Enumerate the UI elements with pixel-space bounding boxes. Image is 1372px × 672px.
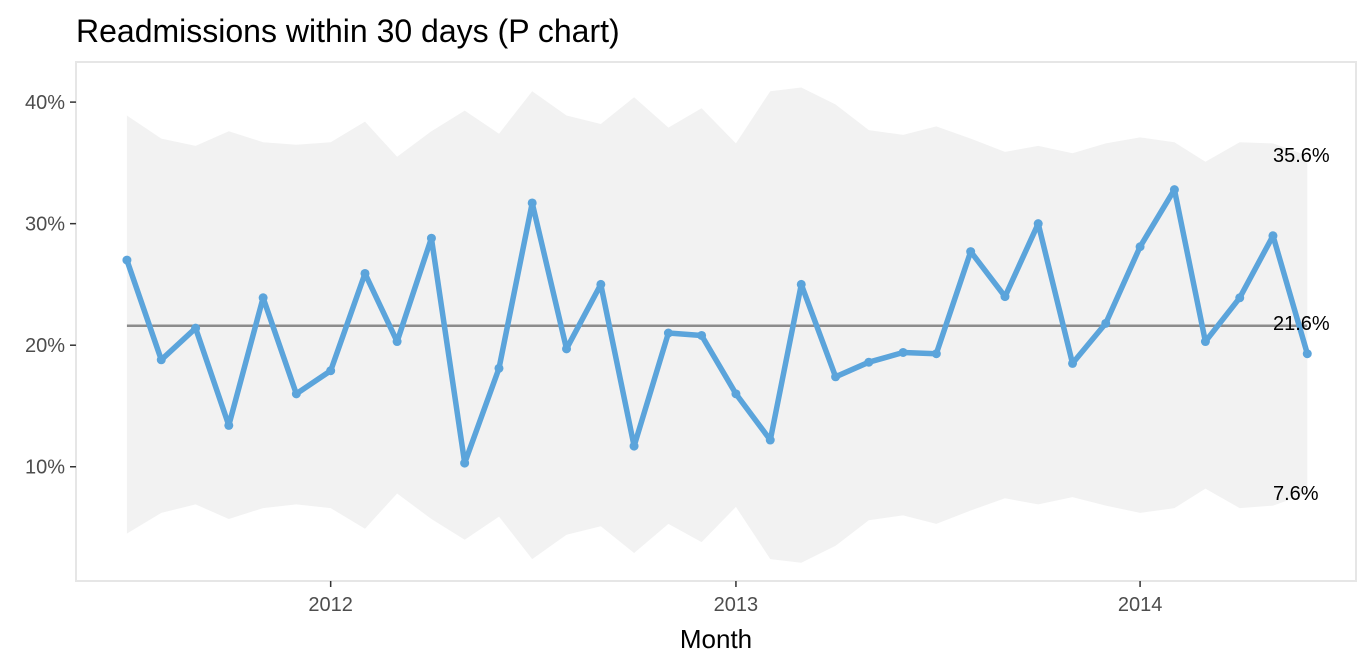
data-point xyxy=(1200,337,1210,347)
y-tick-label: 30% xyxy=(25,214,65,236)
data-point xyxy=(931,349,941,359)
data-point xyxy=(326,366,336,376)
x-tick-label: 2014 xyxy=(1118,594,1163,616)
plot-panel xyxy=(75,61,1357,582)
x-tick-label: 2012 xyxy=(308,594,353,616)
data-point xyxy=(796,279,806,289)
data-point xyxy=(1068,358,1078,368)
y-tick-label: 10% xyxy=(25,457,65,479)
data-point xyxy=(360,268,370,278)
x-tick-label: 2013 xyxy=(714,594,759,616)
data-point xyxy=(1101,318,1111,328)
data-point xyxy=(1268,231,1278,241)
data-point xyxy=(765,435,775,445)
data-point xyxy=(831,372,841,382)
data-point xyxy=(663,328,673,338)
data-point xyxy=(697,330,707,340)
x-axis-title: Month xyxy=(680,624,752,654)
data-point xyxy=(1235,293,1245,303)
data-point xyxy=(864,357,874,367)
data-point xyxy=(426,233,436,243)
data-point xyxy=(191,323,201,333)
data-point xyxy=(1033,219,1043,229)
data-point xyxy=(1000,292,1010,302)
ucl-label: 35.6% xyxy=(1273,145,1330,167)
data-point xyxy=(156,355,166,365)
data-point xyxy=(392,337,402,347)
data-point xyxy=(258,293,268,303)
y-tick-label: 20% xyxy=(25,335,65,357)
data-point xyxy=(629,441,639,451)
data-point xyxy=(966,247,976,257)
axes: 10% 20% 30% 40% 2012 2013 2014 xyxy=(25,92,1162,616)
data-point xyxy=(596,279,606,289)
limit-labels: 35.6% 21.6% 7.6% xyxy=(1273,145,1330,505)
data-point xyxy=(527,198,537,208)
data-point xyxy=(494,363,504,373)
data-point xyxy=(224,420,234,430)
series-line xyxy=(124,186,1311,466)
y-tick-label: 40% xyxy=(25,92,65,114)
data-point xyxy=(898,347,908,357)
chart-title: Readmissions within 30 days (P chart) xyxy=(76,13,620,49)
data-point xyxy=(562,344,572,354)
data-point xyxy=(460,458,470,468)
data-point xyxy=(1135,242,1145,252)
data-point xyxy=(1302,349,1312,359)
data-point xyxy=(1169,185,1179,195)
data-point xyxy=(122,255,132,265)
data-point xyxy=(291,389,301,399)
lcl-label: 7.6% xyxy=(1273,483,1319,505)
data-point xyxy=(731,389,741,399)
panel-border xyxy=(75,61,1357,582)
series-layer xyxy=(122,185,1312,468)
center-line-label: 21.6% xyxy=(1273,313,1330,335)
